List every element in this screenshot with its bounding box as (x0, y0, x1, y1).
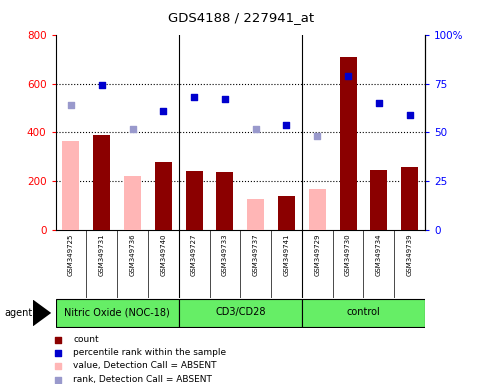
Text: GSM349740: GSM349740 (160, 234, 166, 276)
Text: control: control (347, 307, 380, 317)
Text: GSM349733: GSM349733 (222, 234, 228, 276)
Text: GSM349739: GSM349739 (407, 234, 412, 276)
Point (313, 133, 321, 139)
Point (406, 112, 413, 118)
Bar (155, 162, 172, 230)
Text: GSM349731: GSM349731 (99, 234, 105, 276)
Text: GSM349729: GSM349729 (314, 234, 320, 276)
Point (221, 96, 229, 102)
Text: GSM349737: GSM349737 (253, 234, 259, 276)
Text: GSM349725: GSM349725 (68, 234, 74, 276)
Bar (179, 299, 302, 327)
Point (128, 126, 136, 132)
Text: GSM349727: GSM349727 (191, 234, 197, 276)
Text: GSM349730: GSM349730 (345, 234, 351, 276)
Bar (216, 172, 233, 230)
Point (54, 377, 61, 383)
Point (54, 362, 61, 369)
Point (283, 122, 290, 128)
Text: GSM349741: GSM349741 (284, 234, 289, 276)
Text: CD3/CD28: CD3/CD28 (215, 307, 266, 317)
Bar (247, 199, 264, 230)
Point (190, 94, 198, 100)
Text: percentile rank within the sample: percentile rank within the sample (73, 348, 226, 358)
Text: Nitric Oxide (NOC-18): Nitric Oxide (NOC-18) (64, 307, 170, 317)
Point (54, 337, 61, 343)
Point (159, 108, 167, 114)
Bar (93, 135, 110, 230)
Polygon shape (33, 300, 51, 326)
Text: count: count (73, 335, 99, 344)
Bar (278, 196, 295, 230)
Bar (340, 56, 356, 230)
Bar (124, 175, 141, 230)
Text: GSM349736: GSM349736 (129, 234, 136, 276)
Point (375, 100, 383, 106)
Text: GDS4188 / 227941_at: GDS4188 / 227941_at (169, 11, 314, 24)
Text: agent: agent (5, 308, 33, 318)
Point (252, 126, 259, 132)
Text: GSM349734: GSM349734 (376, 234, 382, 276)
Bar (370, 170, 387, 230)
Bar (62, 141, 79, 230)
Point (98, 83, 106, 89)
Point (67, 102, 75, 108)
Text: rank, Detection Call = ABSENT: rank, Detection Call = ABSENT (73, 375, 212, 384)
Bar (401, 167, 418, 230)
Bar (185, 171, 202, 230)
Bar (56, 299, 179, 327)
Point (344, 73, 352, 79)
Bar (309, 189, 326, 230)
Point (54, 350, 61, 356)
Bar (302, 299, 425, 327)
Text: value, Detection Call = ABSENT: value, Detection Call = ABSENT (73, 361, 216, 370)
